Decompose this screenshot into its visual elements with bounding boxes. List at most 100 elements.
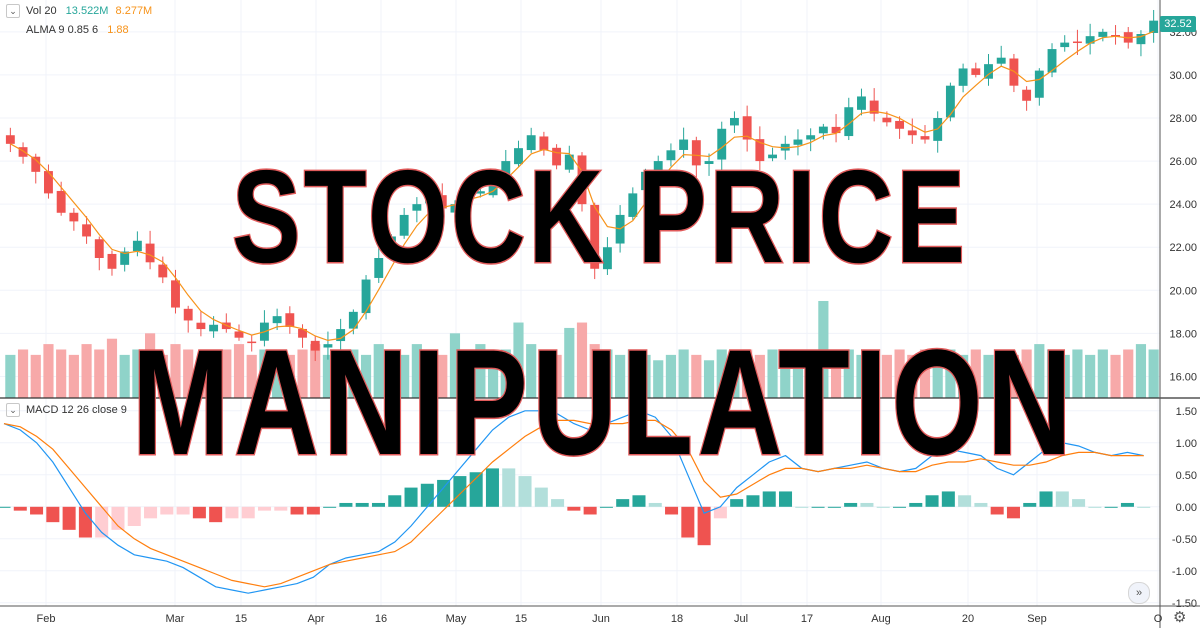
candle-body: [5, 135, 15, 144]
candle-body: [272, 316, 282, 324]
volume-bar: [348, 349, 359, 398]
macd-histogram-bar: [697, 506, 711, 546]
volume-bar: [322, 354, 334, 398]
candle-body: [145, 243, 155, 263]
alma-legend[interactable]: ALMA 9 0.85 6 1.88: [26, 24, 129, 36]
macd-tick-label: 0.50: [1176, 470, 1197, 482]
macd-histogram-bar: [1072, 499, 1086, 507]
candle-body: [907, 130, 917, 136]
volume-legend[interactable]: ⌄ Vol 20 13.522M 8.277M: [6, 4, 152, 18]
signal-line: [3, 419, 1144, 588]
macd-histogram-bar: [958, 495, 972, 507]
volume-bar: [373, 344, 384, 398]
candle-body: [171, 280, 180, 308]
volume-bar: [246, 354, 257, 398]
volume-bar: [907, 354, 918, 398]
double-chevron-right-icon[interactable]: »: [1128, 582, 1150, 604]
candle-body: [69, 212, 79, 222]
volume-bar: [56, 349, 67, 398]
volume-bar: [945, 349, 956, 398]
volume-bar: [335, 360, 346, 398]
candle-body: [958, 68, 968, 86]
volume-bar: [615, 354, 626, 398]
candle-body: [425, 197, 435, 204]
candle-body: [882, 117, 892, 123]
candle-body: [361, 279, 371, 314]
macd-histogram-bar: [192, 506, 206, 519]
macd-line: [3, 410, 1144, 594]
volume-bar: [360, 354, 372, 398]
candle-body: [768, 154, 777, 159]
macd-histogram-bar: [925, 495, 939, 507]
macd-legend[interactable]: ⌄ MACD 12 26 close 9: [6, 403, 127, 417]
macd-histogram-bar: [567, 506, 581, 511]
volume-legend-value1: 13.522M: [65, 5, 109, 17]
time-tick-label: 17: [801, 613, 813, 625]
volume-bar: [792, 349, 804, 398]
candle-body: [996, 57, 1006, 64]
time-tick-label: Sep: [1027, 613, 1047, 625]
volume-bar: [1097, 349, 1108, 398]
macd-histogram-bar: [892, 506, 907, 508]
candle-body: [94, 239, 104, 258]
candle-body: [945, 85, 955, 118]
macd-histogram-bar: [844, 502, 858, 507]
volume-bar: [386, 349, 397, 398]
macd-histogram-bar: [990, 506, 1004, 515]
macd-histogram-bar: [941, 491, 955, 507]
macd-histogram-bar: [599, 506, 613, 508]
price-tick-label: 18.00: [1169, 328, 1197, 340]
volume-bar: [742, 349, 753, 398]
volume-bar: [716, 349, 727, 398]
macd-histogram-bar: [681, 506, 695, 538]
volume-bar: [487, 354, 499, 398]
volume-bar: [195, 360, 206, 398]
volume-bar: [462, 349, 473, 398]
volume-bar: [589, 344, 600, 398]
candle-body: [1149, 20, 1159, 33]
macd-histogram: [0, 468, 1151, 546]
candle-body: [552, 147, 562, 166]
candle-body: [44, 171, 53, 194]
candle-body: [895, 120, 905, 129]
candle-body: [488, 182, 498, 196]
volume-bar: [576, 322, 588, 398]
volume-bar: [437, 354, 448, 398]
volume-bar: [68, 354, 79, 398]
volume-bar: [653, 360, 664, 398]
volume-bar: [894, 349, 905, 398]
chevron-down-icon[interactable]: ⌄: [6, 403, 20, 417]
macd-histogram-bar: [746, 495, 760, 507]
candle-body: [1034, 70, 1044, 98]
macd-histogram-bar: [485, 468, 499, 507]
volume-bar: [132, 349, 143, 398]
gear-icon[interactable]: ⚙: [1173, 609, 1187, 626]
candle-body: [666, 150, 676, 161]
volume-bar: [43, 344, 54, 398]
macd-histogram-bar: [860, 502, 874, 507]
volume-bar: [513, 322, 524, 398]
macd-histogram-bar: [160, 506, 174, 515]
candle-body: [475, 191, 485, 194]
macd-histogram-bar: [62, 506, 76, 530]
time-tick-label: O: [1154, 613, 1163, 625]
chevron-down-icon[interactable]: ⌄: [6, 4, 20, 18]
candle-body: [183, 308, 193, 321]
volume-bar: [856, 354, 867, 398]
macd-histogram-bar: [388, 495, 402, 507]
candle-body: [717, 128, 727, 160]
volume-bar: [1059, 354, 1070, 398]
candle-body: [234, 331, 244, 338]
candle-body: [1136, 34, 1146, 45]
candle-body: [742, 116, 752, 140]
alma-legend-value: 1.88: [107, 24, 129, 37]
volume-bar: [310, 344, 321, 398]
volume-legend-value2: 8.277M: [115, 5, 153, 17]
candle-body: [1009, 58, 1019, 86]
candle-body: [539, 136, 549, 151]
candle-body: [132, 240, 142, 252]
candle-body: [1060, 42, 1070, 48]
volume-bar: [449, 333, 461, 398]
